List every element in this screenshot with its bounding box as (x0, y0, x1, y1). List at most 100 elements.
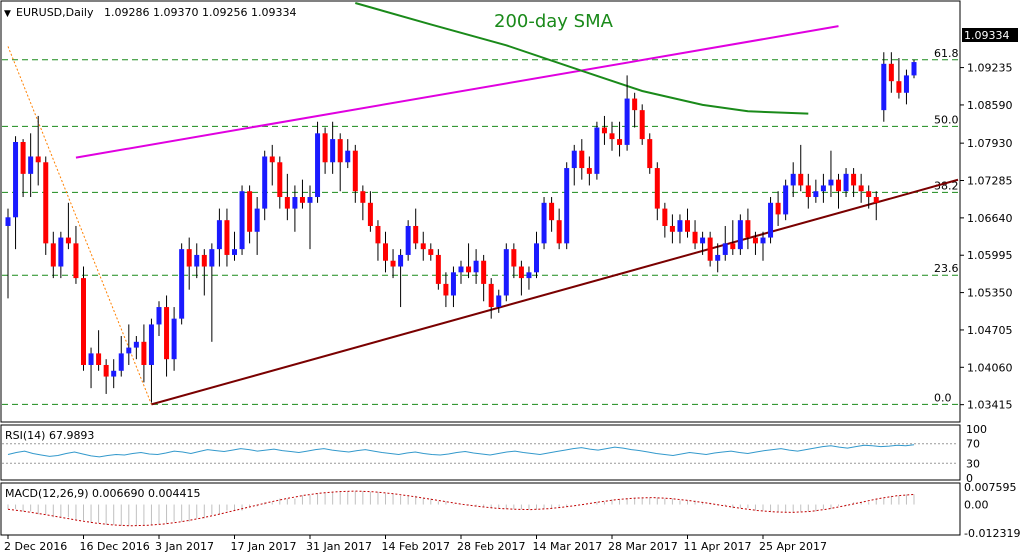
price-tick-label: 1.08590 (967, 99, 1013, 112)
candle-bull (534, 243, 539, 273)
candle-bear (601, 127, 607, 134)
chart-collapse-icon[interactable]: ▼ (4, 9, 11, 19)
candle-bull (216, 220, 222, 250)
candle-bear (609, 133, 615, 140)
candle-bear (65, 237, 71, 244)
fib-swing-line (7, 46, 152, 405)
candle-bull (148, 324, 154, 365)
candle-bear (730, 243, 736, 250)
candle-bull (194, 254, 200, 267)
candle-bull (624, 98, 630, 145)
candle-bull (118, 353, 124, 371)
candle-bear (707, 237, 713, 261)
candle-bear (866, 191, 872, 198)
candle-bull (450, 272, 456, 296)
time-tick-label: 25 Apr 2017 (759, 540, 827, 553)
candle-bear (556, 220, 562, 244)
macd-tick-label: 0.007595 (964, 481, 1017, 494)
candle-bull (564, 168, 570, 244)
candle-bear (586, 168, 592, 174)
candle-bull (209, 249, 215, 267)
candle-bear (639, 110, 645, 140)
rsi-indicator: 100 70 30 0 (2, 423, 987, 485)
time-axis: 2 Dec 2016 16 Dec 2016 3 Jan 2017 17 Jan 20… (4, 535, 827, 553)
candle-bear (96, 353, 102, 365)
current-price-tag-bg (962, 28, 1018, 42)
macd-tick-label: 0.00 (964, 499, 989, 512)
candle-bear (632, 98, 638, 111)
candle-bear (745, 220, 751, 238)
candle-bear (35, 156, 41, 163)
candle-bear (692, 231, 698, 244)
price-tick-label: 1.09235 (967, 62, 1013, 75)
candle-bull (171, 318, 177, 360)
time-tick-label: 3 Jan 2017 (155, 540, 214, 553)
candle-bull (28, 156, 34, 174)
candle-bear (466, 266, 472, 273)
candle-bear (186, 249, 192, 267)
candle-bull (58, 237, 64, 267)
fib-level-label: 23.6 (934, 262, 959, 275)
candle-bull (526, 272, 532, 279)
candle-bear (375, 225, 381, 244)
candle-bear (488, 283, 494, 308)
time-tick-label: 28 Feb 2017 (457, 540, 525, 553)
rsi-tick-label: 0 (966, 472, 973, 485)
candle-bear (775, 202, 781, 215)
candle-bear (873, 197, 879, 203)
candle-bull (330, 139, 336, 163)
candle-bull (700, 237, 706, 244)
candle-bear (201, 254, 207, 267)
candle-bear (896, 81, 902, 93)
current-price-tag: 1.09334 (964, 29, 1010, 42)
fib-level-label: 50.0 (934, 113, 959, 126)
candle-bull (232, 249, 237, 255)
price-tick-label: 1.04705 (967, 324, 1013, 337)
candle-bear (383, 243, 388, 261)
candles (5, 52, 917, 403)
candle-bull (307, 197, 313, 203)
candle-bull (828, 179, 834, 186)
ohlc-header: 1.09286 1.09370 1.09256 1.09334 (104, 6, 296, 19)
candle-bear (685, 220, 690, 232)
channel-line (75, 25, 839, 159)
time-tick-label: 28 Mar 2017 (608, 540, 678, 553)
rsi-label: RSI(14) 67.9893 (5, 429, 94, 442)
rsi-tick-label: 100 (966, 423, 987, 436)
candle-bear (669, 225, 675, 232)
candle-bear (322, 133, 328, 163)
candle-bear (518, 266, 524, 279)
candle-bear (662, 208, 668, 226)
candle-bull (345, 150, 351, 163)
trend-lines (75, 2, 959, 406)
candle-bear (224, 220, 230, 255)
candle-bear (798, 173, 804, 186)
candle-bear (367, 202, 373, 226)
time-tick-label: 11 Apr 2017 (684, 540, 752, 553)
candle-bull (496, 295, 502, 308)
candle-bull (503, 249, 509, 296)
candle-bear (413, 225, 419, 244)
macd-signal-line (7, 490, 915, 527)
candle-bull (292, 197, 298, 209)
candle-bull (737, 220, 743, 250)
fib-level-label: 61.8 (934, 47, 959, 60)
candle-bear (141, 341, 147, 365)
sma-200-line (355, 2, 809, 115)
time-tick-label: 31 Jan 2017 (306, 540, 372, 553)
candle-bear (805, 185, 811, 198)
fib-level-label: 0.0 (934, 391, 952, 404)
candle-bull (398, 254, 404, 267)
candle-bear (549, 202, 555, 221)
candle-bear (352, 150, 358, 192)
candle-bear (481, 260, 487, 284)
candle-bull (133, 341, 139, 348)
fibonacci-levels: 61.8 50.0 38.2 23.6 0.0 (2, 46, 959, 405)
candle-bull (315, 133, 321, 198)
candle-bull (405, 225, 411, 255)
candle-bear (337, 139, 343, 163)
candle-bull (783, 185, 789, 215)
candle-bear (103, 364, 109, 377)
candle-bear (50, 243, 56, 267)
